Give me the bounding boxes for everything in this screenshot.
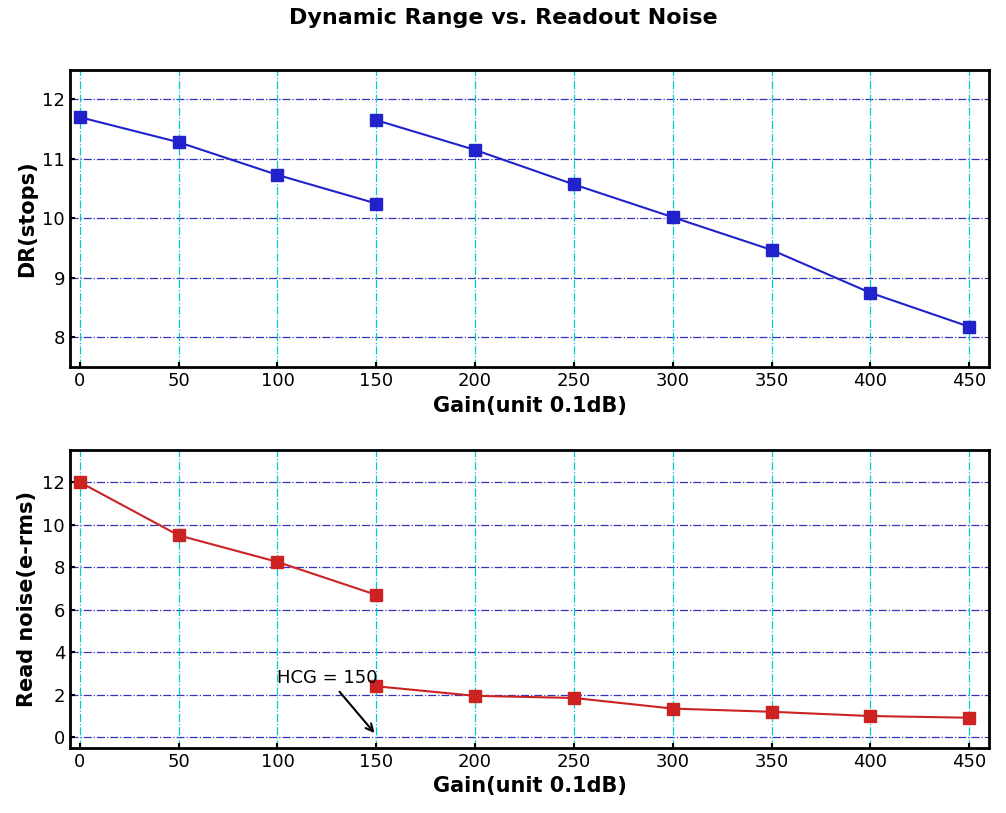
Y-axis label: DR(stops): DR(stops) [17,160,36,276]
Y-axis label: Read noise(e-rms): Read noise(e-rms) [17,491,36,707]
X-axis label: Gain(unit 0.1dB): Gain(unit 0.1dB) [433,396,627,415]
X-axis label: Gain(unit 0.1dB): Gain(unit 0.1dB) [433,776,627,796]
Text: HCG = 150: HCG = 150 [278,669,378,731]
Text: Dynamic Range vs. Readout Noise: Dynamic Range vs. Readout Noise [289,8,717,28]
